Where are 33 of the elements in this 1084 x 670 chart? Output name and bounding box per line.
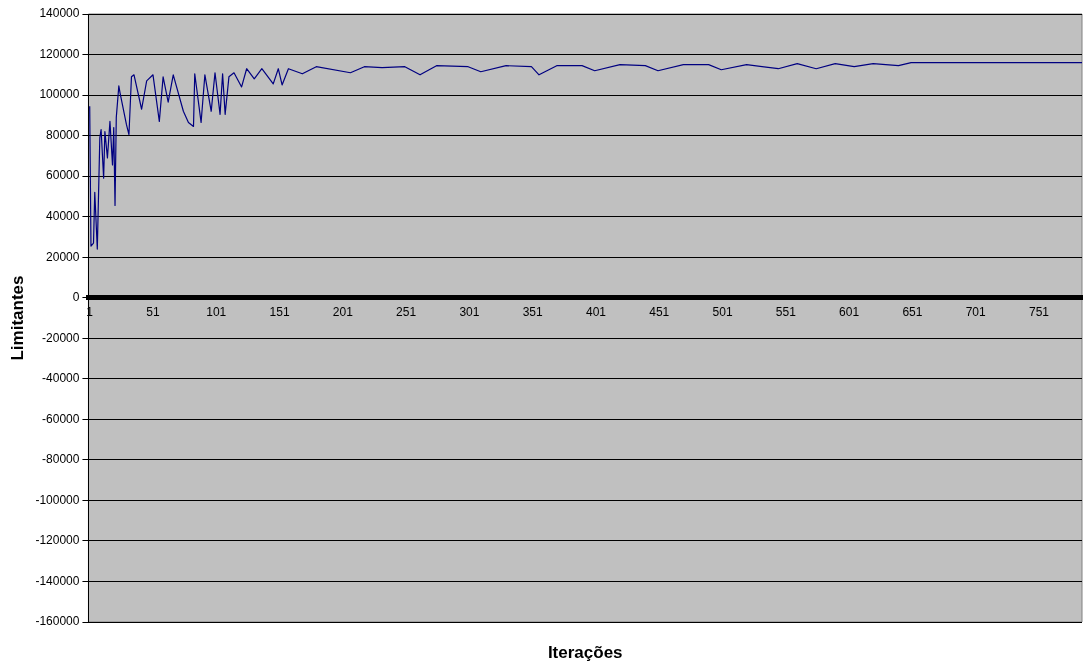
x-tick-label: 701 [965,305,987,320]
y-tick-label: -140000 [35,573,80,588]
x-tick-label: 51 [146,305,160,320]
y-tick-label: -160000 [35,614,80,629]
y-tick-label: 0 [72,290,80,305]
x-tick-label: 501 [712,305,733,320]
y-tick-label: -20000 [42,330,80,345]
y-tick-label: 120000 [39,46,80,61]
y-tick-label: 140000 [39,6,80,21]
y-tick-label: -60000 [42,411,80,426]
y-tick-label: 20000 [46,249,80,264]
x-tick-label: 351 [522,305,544,320]
x-tick-label: 201 [332,305,354,320]
x-axis-title: Iterações [547,643,623,663]
y-axis-title: Limitantes [7,275,27,361]
y-tick-label: 60000 [46,168,80,183]
x-tick-label: 551 [775,305,797,320]
y-tick-label: -80000 [42,452,80,467]
x-tick-label: 151 [269,305,290,320]
x-tick-label: 451 [649,305,670,320]
x-tick-label: 651 [902,305,923,320]
y-tick-label: -120000 [35,533,80,548]
y-tick-label: 40000 [46,208,80,223]
y-tick-label: 80000 [46,127,80,142]
y-tick-label: 100000 [39,87,80,102]
x-tick-label: 251 [396,305,417,320]
x-tick-label: 751 [1028,305,1050,320]
x-tick-label: 101 [206,305,227,320]
x-tick-label: 301 [459,305,480,320]
y-tick-label: -40000 [42,371,80,386]
y-tick-label: -100000 [35,492,80,507]
x-tick-label: 401 [585,305,607,320]
x-tick-label: 601 [839,305,860,320]
